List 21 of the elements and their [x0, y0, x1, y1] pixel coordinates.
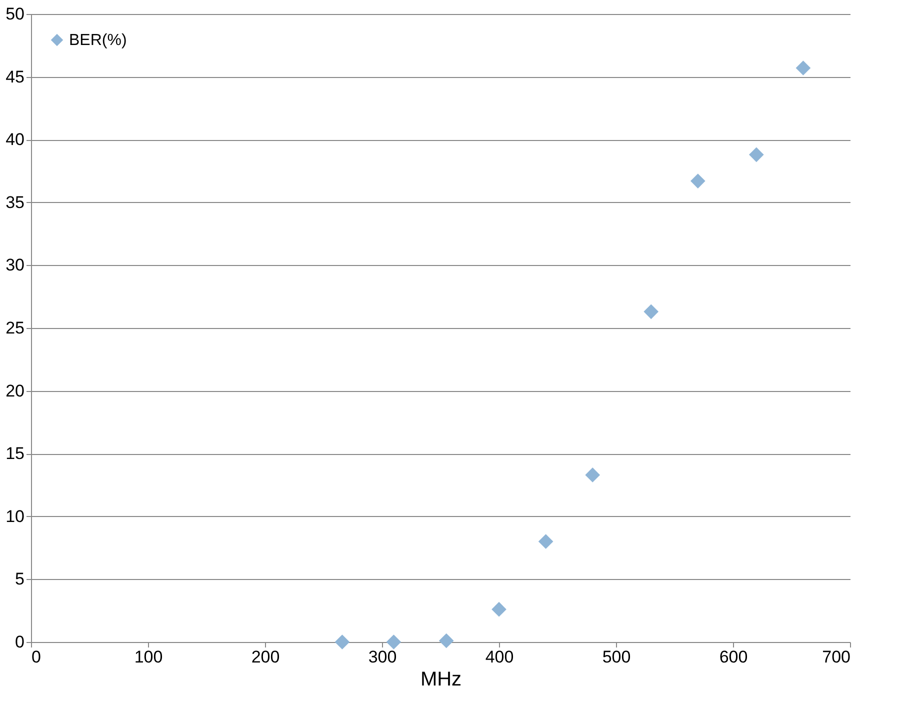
y-tick-label: 5 — [15, 570, 24, 589]
x-tick-label: 600 — [719, 648, 748, 666]
y-tick-label: 30 — [6, 256, 24, 275]
legend-label: BER(%) — [69, 32, 127, 49]
x-tick-label: 500 — [602, 648, 631, 666]
y-tick-label: 15 — [6, 444, 24, 464]
y-tick-label: 40 — [6, 130, 24, 150]
x-tick-label: 200 — [251, 648, 280, 666]
y-tick-label: 35 — [6, 192, 24, 212]
x-tick-label: 0 — [32, 648, 41, 666]
y-tick-label: 10 — [6, 506, 24, 526]
x-tick-label: 400 — [485, 648, 514, 666]
y-tick-label: 45 — [6, 67, 24, 86]
x-tick-label: 700 — [822, 648, 850, 666]
x-tick-label: 300 — [368, 648, 397, 666]
x-axis-title: MHz — [420, 668, 462, 690]
y-tick-label: 20 — [6, 381, 24, 400]
y-tick-label: 50 — [6, 4, 24, 24]
x-tick-label: 100 — [134, 648, 163, 666]
y-tick-label: 25 — [6, 318, 24, 338]
y-tick-label: 0 — [15, 632, 24, 652]
